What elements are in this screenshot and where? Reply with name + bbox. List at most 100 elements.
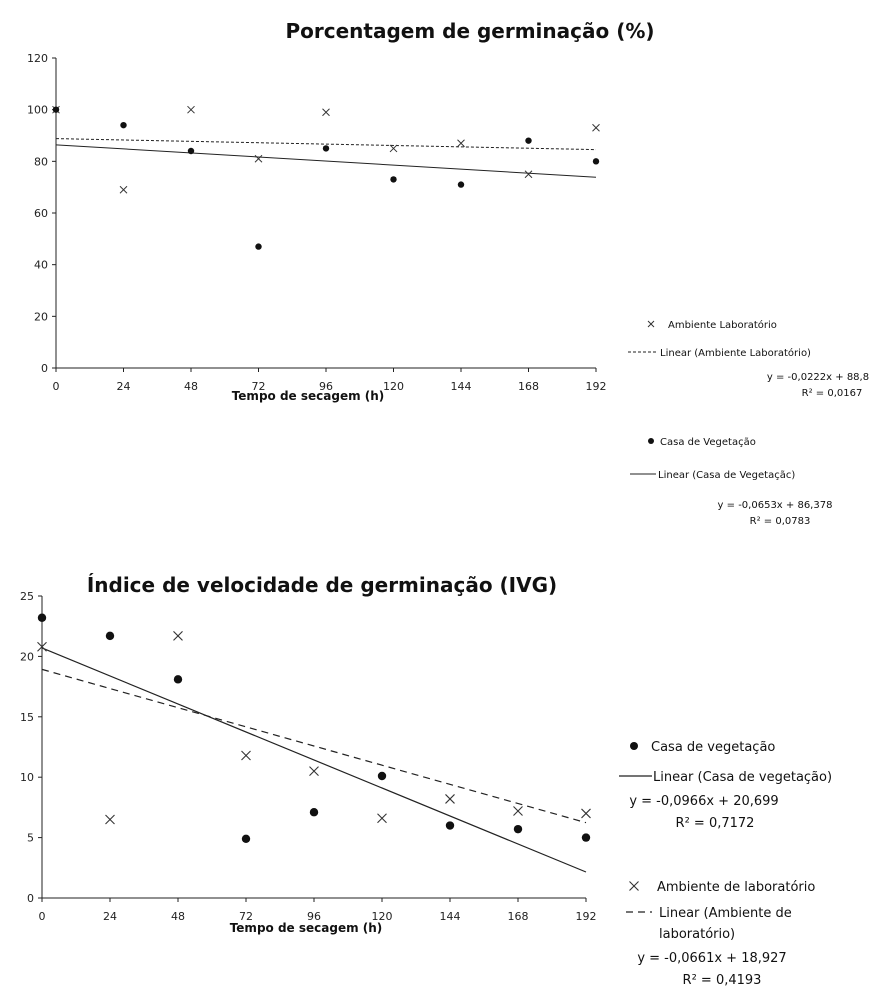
y-tick-label: 60 — [34, 207, 48, 220]
data-point-dot — [309, 808, 319, 817]
chart2-equation-ambiente: y = -0,0661x + 18,927 — [637, 951, 786, 966]
chart2-legend: Casa de vegetação Linear (Casa de vegeta… — [619, 740, 832, 988]
chart1-legend: Ambiente Laboratório Linear (Ambiente La… — [628, 319, 869, 527]
trendline-ambiente — [41, 668, 587, 824]
x-tick-label: 48 — [184, 380, 198, 393]
x-marker-shape — [629, 881, 639, 891]
chart1-legend-label-ambiente-trend: Linear (Ambiente Laboratório) — [660, 347, 811, 359]
chart2-legend-label-ambiente-trend-line2: laboratório) — [659, 927, 735, 942]
y-tick-label: 25 — [20, 590, 34, 603]
chart2-legend-label-ambiente: Ambiente de laboratório — [657, 880, 815, 895]
x-tick-label: 96 — [307, 910, 321, 923]
data-point-x-marker — [581, 808, 591, 819]
x-marker-icon — [647, 320, 655, 328]
data-point-dot — [377, 771, 387, 781]
data-point-x-marker — [592, 123, 600, 132]
x-tick-label: 0 — [53, 380, 60, 393]
y-tick-label: 120 — [27, 52, 48, 65]
y-tick-label: 0 — [27, 892, 34, 905]
chart2-legend-label-casa: Casa de vegetação — [651, 740, 775, 755]
y-tick-label: 20 — [34, 310, 48, 323]
chart2-legend-item-casa-trend: Linear (Casa de vegetação) — [619, 770, 832, 785]
chart2-trendlines — [41, 647, 587, 873]
data-point-x-marker — [322, 108, 330, 117]
x-tick-label: 120 — [383, 380, 404, 393]
x-tick-label: 48 — [171, 910, 185, 923]
chart1-legend-label-ambiente: Ambiente Laboratório — [668, 319, 777, 331]
x-tick-label: 72 — [252, 380, 266, 393]
data-point-x-marker — [513, 806, 523, 816]
data-point-x-marker — [37, 641, 47, 652]
data-point-dot — [592, 158, 600, 165]
chart1-legend-label-casa: Casa de Vegetação — [660, 437, 756, 448]
dot-marker-icon — [630, 742, 638, 750]
chart1-legend-item-casa-trend: Linear (Casa de Vegetaçãc) — [630, 470, 795, 481]
data-point-dot — [322, 145, 330, 152]
data-point-x-marker — [457, 139, 465, 148]
data-point-dot — [445, 821, 455, 830]
chart1-trendlines — [55, 138, 597, 178]
data-point-dot — [52, 106, 60, 113]
chart2-r2-ambiente: R² = 0,4193 — [683, 973, 762, 988]
x-tick-label: 144 — [440, 910, 461, 923]
chart2-legend-item-casa: Casa de vegetação — [630, 740, 775, 755]
chart2-ticks: 0 5 10 15 20 25 0 24 48 72 96 120 144 168 192 — [20, 590, 597, 923]
data-point-x-marker — [524, 170, 533, 179]
chart1-legend-item-casa: Casa de Vegetação — [648, 437, 756, 448]
data-point-dot — [581, 833, 591, 842]
x-tick-label: 144 — [451, 380, 472, 393]
x-tick-label: 192 — [586, 380, 607, 393]
data-point-dot — [457, 181, 465, 188]
germination-speed-index-chart: Índice de velocidade de germinação (IVG)… — [20, 573, 832, 988]
data-point-x-marker — [309, 766, 319, 777]
data-point-dot — [120, 121, 127, 129]
chart1-equation-ambiente: y = -0,0222x + 88,8 — [767, 372, 869, 383]
trendline-ambiente — [55, 138, 597, 151]
data-point-dot — [513, 824, 523, 834]
data-point-x-marker — [241, 750, 251, 761]
data-point-dot — [241, 834, 251, 844]
data-point-x-marker — [389, 144, 398, 153]
x-marker-shape — [647, 320, 655, 328]
trendline-casa — [41, 647, 587, 873]
x-tick-label: 96 — [319, 380, 333, 393]
data-point-x-marker — [187, 105, 195, 114]
data-point-x-marker — [254, 154, 263, 163]
data-point-dot — [525, 137, 532, 144]
x-tick-label: 192 — [576, 910, 597, 923]
chart1-title: Porcentagem de germinação (%) — [285, 19, 654, 43]
x-tick-label: 168 — [518, 380, 539, 393]
x-tick-label: 24 — [117, 380, 131, 393]
y-tick-label: 5 — [27, 832, 34, 845]
chart2-legend-item-ambiente-trend: Linear (Ambiente de laboratório) — [626, 906, 792, 942]
data-point-x-marker — [119, 185, 128, 194]
chart2-x-axis-label: Tempo de secagem (h) — [230, 921, 383, 935]
chart2-points — [37, 613, 591, 844]
data-point-dot — [390, 176, 397, 183]
y-tick-label: 100 — [27, 104, 48, 117]
chart2-legend-label-casa-trend: Linear (Casa de vegetação) — [653, 770, 832, 785]
data-point-dot — [105, 631, 115, 641]
y-tick-label: 10 — [20, 771, 34, 784]
chart1-legend-item-ambiente: Ambiente Laboratório — [647, 319, 777, 331]
y-tick-label: 15 — [20, 711, 34, 724]
x-tick-label: 168 — [508, 910, 529, 923]
data-point-x-marker — [105, 814, 115, 825]
chart1-points — [52, 105, 600, 250]
data-point-dot — [255, 243, 262, 250]
data-point-dot — [37, 613, 47, 622]
data-point-x-marker — [377, 813, 387, 824]
x-tick-label: 120 — [372, 910, 393, 923]
data-point-x-marker — [173, 630, 183, 641]
chart1-r2-casa: R² = 0,0783 — [750, 516, 811, 527]
germination-percentage-chart: Porcentagem de germinação (%) 0 20 40 60 80 1… — [27, 19, 869, 527]
chart2-r2-casa: R² = 0,7172 — [676, 816, 755, 831]
chart1-legend-label-casa-trend: Linear (Casa de Vegetaçãc) — [658, 470, 795, 481]
chart1-r2-ambiente: R² = 0,0167 — [802, 388, 863, 399]
chart1-legend-item-ambiente-trend: Linear (Ambiente Laboratório) — [628, 347, 811, 359]
x-marker-icon — [629, 881, 639, 891]
trendline-casa — [55, 144, 597, 178]
chart2-legend-label-ambiente-trend-line1: Linear (Ambiente de — [659, 906, 792, 921]
chart1-x-axis-label: Tempo de secagem (h) — [232, 389, 385, 403]
